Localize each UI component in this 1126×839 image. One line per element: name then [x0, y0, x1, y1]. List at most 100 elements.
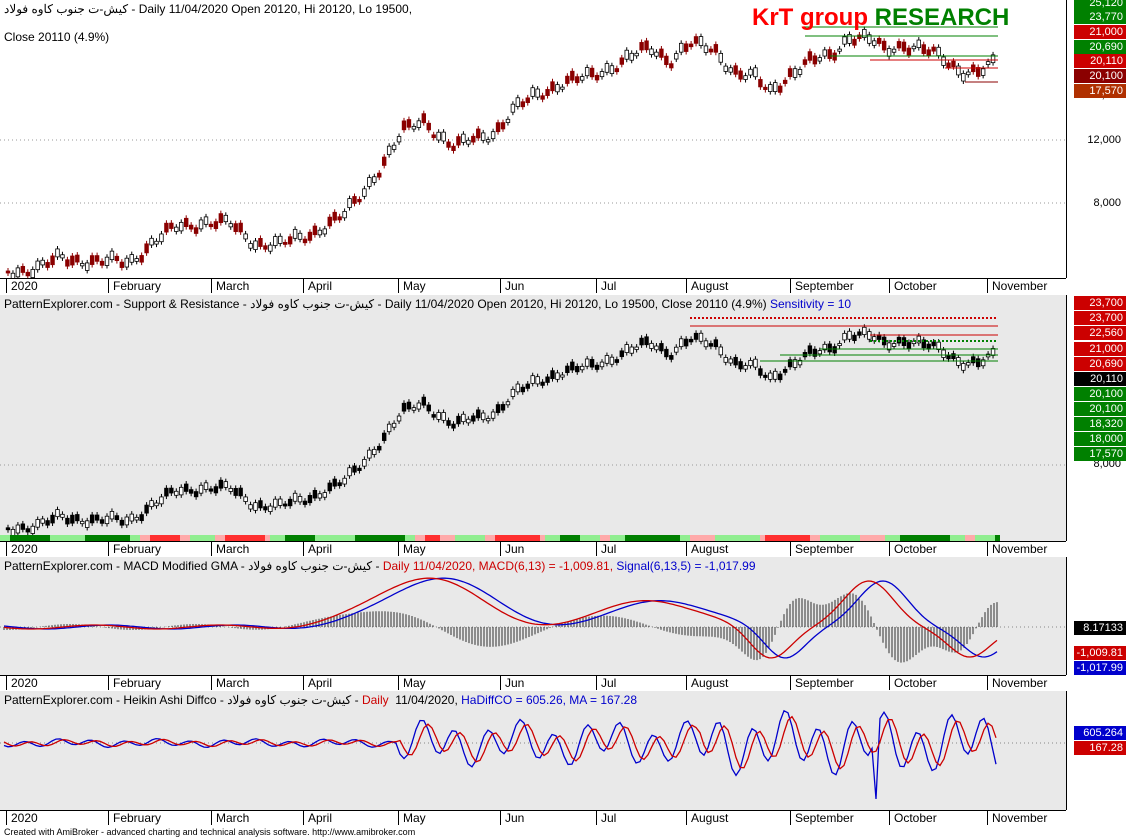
trend-strip	[860, 535, 865, 541]
candle-body	[560, 374, 565, 378]
candle-body	[342, 211, 347, 219]
candle-body	[778, 85, 783, 93]
candle-body	[119, 519, 125, 526]
month-label: February	[108, 676, 161, 690]
sr-title: PatternExplorer.com - Support & Resistan…	[4, 297, 851, 311]
candle-body	[659, 48, 664, 58]
candle-body	[302, 500, 308, 505]
trend-strip	[15, 535, 20, 541]
trend-strip	[565, 535, 570, 541]
candle-body	[401, 120, 407, 131]
candle-body	[599, 71, 605, 78]
macd-pane[interactable]: PatternExplorer.com - MACD Modified GMA …	[0, 557, 1066, 676]
candle-body	[520, 386, 525, 393]
ha-pane[interactable]: PatternExplorer.com - Heikin Ashi Diffco…	[0, 691, 1066, 811]
candle-body	[124, 257, 129, 268]
sr-pane[interactable]: PatternExplorer.com - Support & Resistan…	[0, 295, 1066, 542]
sr-tag: 20,110	[1074, 372, 1126, 386]
trend-strip	[805, 535, 810, 541]
ha-title: PatternExplorer.com - Heikin Ashi Diffco…	[4, 693, 637, 707]
candle-body	[332, 478, 337, 487]
month-label: April	[303, 676, 332, 690]
candle-body	[911, 340, 917, 345]
candle-body	[575, 76, 580, 84]
trend-strip	[810, 535, 815, 541]
trend-strip	[635, 535, 640, 541]
trend-strip	[200, 535, 205, 541]
candle-body	[193, 491, 199, 498]
trend-strip	[60, 535, 65, 541]
trend-strip	[260, 535, 265, 541]
trend-strip	[675, 535, 680, 541]
price-tag: 20,110	[1074, 54, 1126, 68]
candle-body	[55, 248, 60, 258]
candle-body	[490, 411, 496, 419]
candle-body	[485, 418, 491, 422]
candle-body	[827, 49, 832, 59]
price-pane[interactable]: کیش-ت جنوب کاوه فولاد - Daily 11/04/2020…	[0, 0, 1066, 279]
month-label: April	[303, 811, 332, 825]
month-label: April	[303, 279, 332, 293]
candle-body	[149, 500, 154, 508]
trend-strip	[575, 535, 580, 541]
candle-body	[223, 481, 228, 488]
trend-strip	[80, 535, 85, 541]
trend-strip	[640, 535, 645, 541]
candle-body	[114, 515, 120, 521]
trend-strip	[715, 535, 720, 541]
candle-body	[218, 479, 224, 489]
month-label: August	[686, 279, 728, 293]
trend-strip	[130, 535, 135, 541]
candle-body	[203, 482, 209, 490]
month-label: September	[790, 676, 854, 690]
sr-sensitivity: Sensitivity = 10	[770, 297, 852, 311]
candle-body	[540, 95, 545, 100]
candle-body	[451, 145, 456, 151]
candle-body	[238, 222, 243, 233]
macd-title-d: Signal(6,13,5) = -1,017.99	[616, 559, 756, 573]
candle-body	[778, 373, 783, 381]
candle-body	[198, 484, 204, 494]
candle-body	[60, 513, 65, 518]
candle-body	[307, 231, 313, 241]
candle-body	[456, 136, 461, 146]
trend-strip	[785, 535, 790, 541]
trend-strip	[540, 535, 545, 541]
trend-strip	[550, 535, 555, 541]
price-tag: 25,120	[1074, 0, 1126, 10]
candle-body	[792, 68, 798, 78]
sr-tag: 21,000	[1074, 342, 1126, 356]
trend-strip	[870, 535, 875, 541]
trend-strip	[895, 535, 900, 541]
candle-body	[357, 198, 362, 203]
candle-body	[372, 176, 377, 183]
candle-body	[5, 270, 11, 274]
candle-body	[426, 122, 431, 131]
candle-body	[609, 356, 615, 365]
macd-tag: 8.17133	[1074, 621, 1126, 635]
candle-body	[510, 103, 516, 113]
candle-body	[213, 486, 219, 494]
candle-body	[228, 223, 233, 228]
candle-body	[728, 358, 733, 364]
x-axis-4: 2020 February March April May Jun Jul Au…	[0, 810, 1066, 826]
signal-line	[3, 577, 998, 659]
candle-body	[159, 496, 164, 505]
candle-body	[515, 97, 521, 107]
candle-body	[223, 214, 228, 223]
trend-strip	[730, 535, 735, 541]
trend-strip	[345, 535, 350, 541]
candle-body	[862, 28, 867, 38]
x-axis-3: 2020 February March April May Jun Jul Au…	[0, 675, 1066, 691]
trend-strip	[285, 535, 290, 541]
trend-strip	[95, 535, 100, 541]
candle-body	[174, 226, 179, 232]
trend-strip	[230, 535, 235, 541]
trend-strip	[645, 535, 650, 541]
month-label: March	[211, 542, 249, 556]
logo-research: RESEARCH	[874, 4, 1010, 31]
trend-strip	[245, 535, 250, 541]
candle-body	[144, 504, 149, 514]
candle-body	[70, 255, 75, 266]
candle-body	[515, 383, 521, 393]
